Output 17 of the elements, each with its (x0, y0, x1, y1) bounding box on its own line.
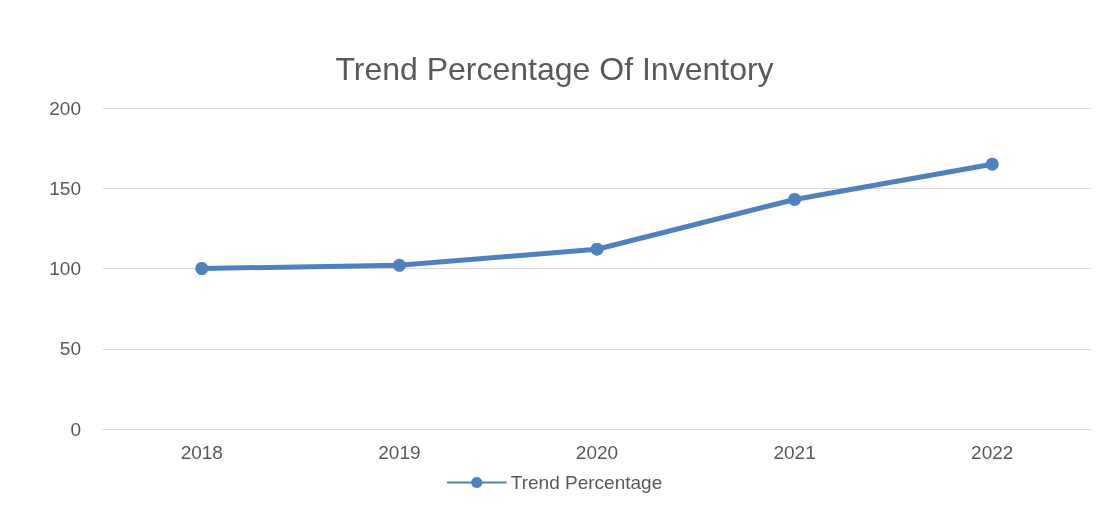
point (985, 157, 999, 171)
y-tick-label: 200 (49, 97, 81, 119)
point (590, 242, 604, 256)
y-tick-label: 50 (59, 338, 81, 360)
y-tick-label: 100 (49, 258, 81, 279)
x-tick-label: 2019 (378, 442, 421, 463)
x-tick-label: 2022 (971, 442, 1014, 463)
y-tick-label: 150 (49, 177, 81, 199)
y-tick-label: 0 (70, 418, 81, 440)
x-tick-label: 2018 (180, 442, 223, 463)
x-tick-label: 2020 (575, 442, 619, 463)
legend-label: Trend Percentage (510, 472, 663, 493)
chart-title: Trend Percentage Of Inventory (335, 51, 774, 87)
x-tick-label: 2021 (773, 442, 816, 463)
point (392, 258, 406, 272)
point (195, 262, 209, 275)
point (788, 192, 802, 206)
